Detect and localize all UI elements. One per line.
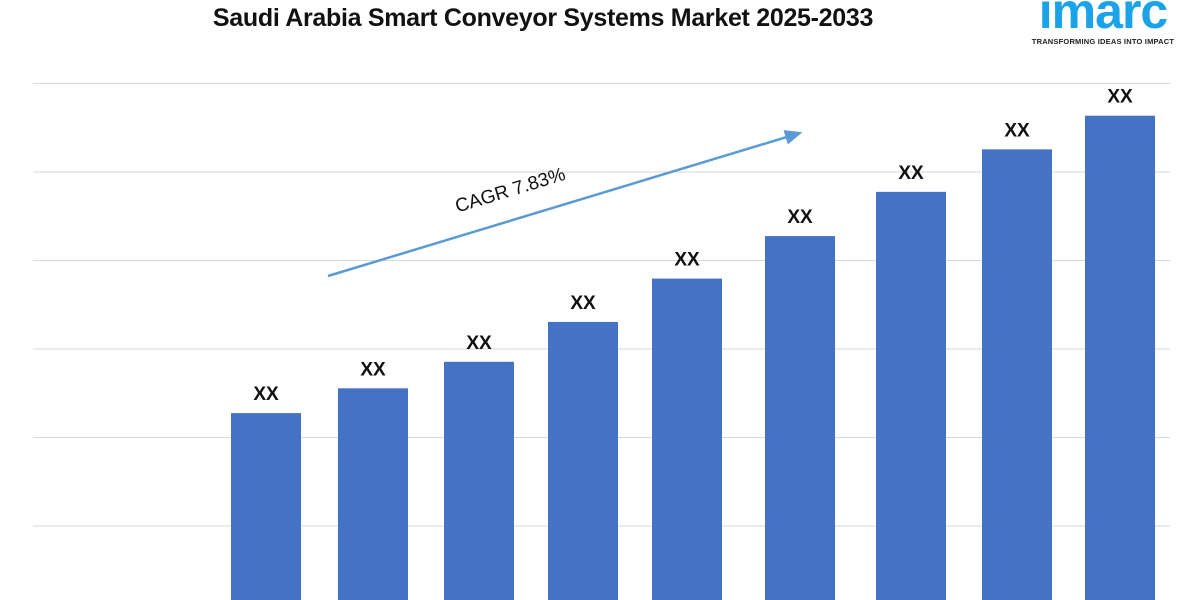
data-label: XX <box>1004 120 1030 141</box>
bar <box>652 278 722 600</box>
data-labels: XX XX XX XX XX XX XX XX XX <box>253 87 1133 405</box>
bar <box>231 413 301 600</box>
bar <box>876 191 946 600</box>
data-label: XX <box>674 250 700 271</box>
data-label: XX <box>1107 87 1133 108</box>
data-label: XX <box>360 359 386 380</box>
data-label: XX <box>466 333 492 354</box>
logo-wordmark: imarc <box>1038 0 1168 39</box>
cagr-arrow <box>327 130 803 278</box>
bar <box>338 388 408 600</box>
chart-title: Saudi Arabia Smart Conveyor Systems Mark… <box>212 4 874 32</box>
data-label: XX <box>898 163 924 184</box>
data-label: XX <box>253 384 279 405</box>
bar <box>765 236 835 600</box>
data-label: XX <box>787 207 813 228</box>
imarc-logo: imarc TRANSFORMING IDEAS INTO IMPACT <box>1028 0 1178 46</box>
cagr-annotation: CAGR 7.83% <box>327 130 803 278</box>
bars <box>231 115 1155 600</box>
bar <box>982 149 1052 600</box>
bar <box>548 321 618 600</box>
bar <box>444 361 514 600</box>
logo-tagline: TRANSFORMING IDEAS INTO IMPACT <box>1031 37 1175 46</box>
bar <box>1085 115 1155 600</box>
data-label: XX <box>570 293 596 314</box>
